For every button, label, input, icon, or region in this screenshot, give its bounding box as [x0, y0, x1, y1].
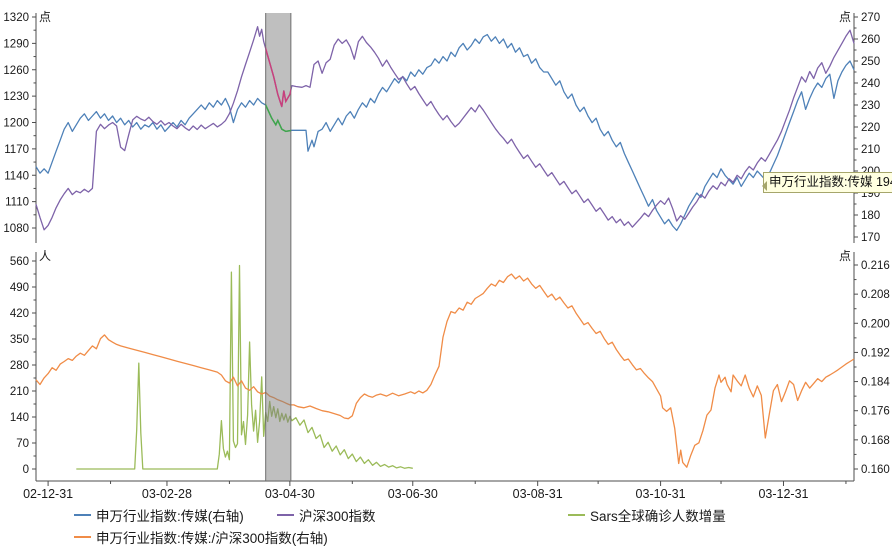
svg-text:0.176: 0.176 — [861, 406, 890, 418]
axes — [32, 13, 858, 486]
svg-text:1320: 1320 — [3, 12, 29, 24]
svg-text:1230: 1230 — [3, 91, 29, 103]
legend-marker-media-index — [74, 513, 91, 516]
svg-text:0: 0 — [23, 464, 29, 476]
axis-unit-label: 人 — [39, 249, 51, 263]
svg-text:1200: 1200 — [3, 118, 29, 130]
x-tick-label: 03-10-31 — [636, 487, 686, 501]
x-tick-label: 03-04-30 — [265, 487, 315, 501]
axis-unit-label: 点 — [39, 10, 51, 24]
svg-text:0.192: 0.192 — [861, 347, 890, 359]
svg-text:1140: 1140 — [4, 170, 29, 182]
legend-item-ratio[interactable]: 申万行业指数:传媒:/沪深300指数(右轴) — [74, 528, 328, 546]
x-tick-label: 03-12-31 — [758, 487, 808, 501]
legend-marker-sars-cases — [568, 513, 585, 516]
svg-text:1260: 1260 — [3, 65, 29, 77]
band-highlight-1 — [265, 45, 291, 107]
legend-item-sars-cases[interactable]: Sars全球确诊人数增量 — [568, 506, 726, 524]
svg-text:170: 170 — [861, 232, 880, 244]
svg-text:490: 490 — [10, 282, 29, 294]
legend-label: 申万行业指数:传媒(右轴) — [96, 508, 244, 524]
legend-marker-ratio — [74, 535, 91, 538]
svg-text:240: 240 — [861, 78, 880, 90]
value-tooltip: 申万行业指数:传媒 194.86 — [761, 172, 892, 193]
svg-text:0.160: 0.160 — [861, 464, 890, 476]
x-tick-label: 03-08-31 — [513, 487, 563, 501]
svg-text:1110: 1110 — [5, 197, 29, 209]
svg-text:220: 220 — [861, 122, 880, 134]
svg-text:280: 280 — [10, 360, 29, 372]
svg-text:0.184: 0.184 — [861, 377, 890, 389]
svg-text:0.208: 0.208 — [861, 289, 890, 301]
svg-text:0.200: 0.200 — [861, 318, 890, 330]
svg-text:0.216: 0.216 — [861, 260, 890, 272]
svg-text:250: 250 — [861, 56, 880, 68]
svg-text:0.168: 0.168 — [861, 435, 890, 447]
svg-text:210: 210 — [861, 144, 880, 156]
legend-marker-csi300 — [277, 513, 294, 516]
x-tick-label: 03-02-28 — [142, 487, 192, 501]
svg-text:560: 560 — [10, 256, 29, 268]
svg-text:1080: 1080 — [3, 223, 29, 235]
svg-text:180: 180 — [861, 210, 880, 222]
x-tick-label: 02-12-31 — [23, 487, 73, 501]
legend-label: Sars全球确诊人数增量 — [590, 508, 726, 524]
band-highlight-0 — [265, 104, 291, 133]
series-lines — [35, 26, 855, 470]
svg-text:270: 270 — [861, 12, 880, 24]
legend-item-media-index[interactable]: 申万行业指数:传媒(右轴) — [74, 506, 244, 524]
svg-text:210: 210 — [10, 386, 29, 398]
svg-text:420: 420 — [10, 308, 29, 320]
legend-label: 申万行业指数:传媒:/沪深300指数(右轴) — [96, 530, 328, 546]
x-tick-label: 03-06-30 — [388, 487, 438, 501]
axis-unit-label: 点 — [839, 10, 851, 24]
svg-text:70: 70 — [16, 438, 29, 450]
series-line-0-0 — [35, 33, 855, 232]
legend-item-csi300[interactable]: 沪深300指数 — [277, 506, 376, 524]
series-line-1-0 — [76, 264, 413, 470]
tooltip-text: 申万行业指数:传媒 194.86 — [769, 175, 892, 189]
svg-text:1290: 1290 — [3, 38, 29, 50]
svg-text:140: 140 — [10, 412, 29, 424]
legend-label: 沪深300指数 — [299, 508, 376, 524]
svg-text:350: 350 — [10, 334, 29, 346]
svg-text:1170: 1170 — [4, 144, 29, 156]
svg-text:260: 260 — [861, 34, 880, 46]
sars-event-band — [265, 13, 291, 481]
svg-text:230: 230 — [861, 100, 880, 112]
axis-unit-label: 点 — [839, 249, 851, 263]
series-line-1-1 — [35, 273, 855, 468]
axis-tick-labels: 1080 1110 1140 1170 1200 1230 1260 1290 1320 点 170… — [3, 10, 890, 501]
series-line-0-1 — [35, 26, 855, 231]
